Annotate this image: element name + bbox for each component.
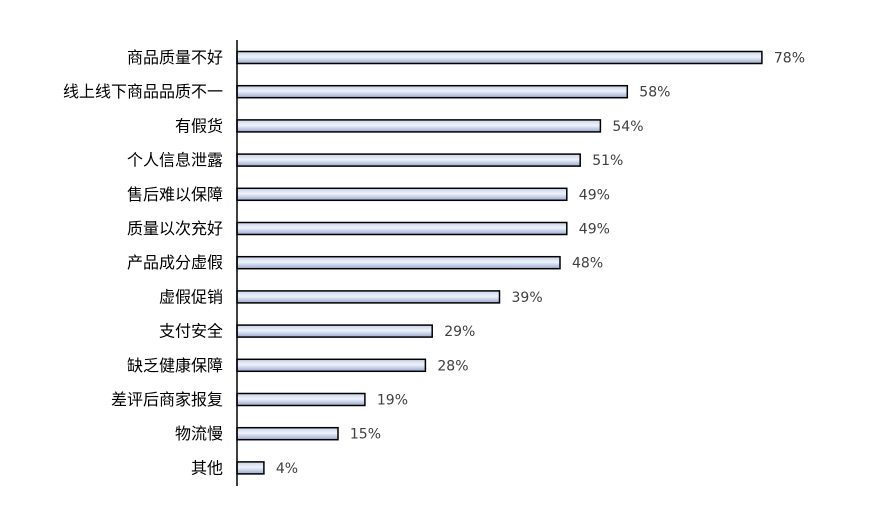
value-label: 54% bbox=[612, 119, 643, 135]
value-label: 15% bbox=[350, 427, 381, 443]
category-label: 有假货 bbox=[175, 116, 223, 135]
bar bbox=[236, 119, 602, 133]
value-label: 49% bbox=[579, 222, 610, 238]
bar bbox=[236, 84, 629, 99]
category-label: 个人信息泄露 bbox=[127, 151, 223, 170]
category-labels-group: 商品质量不好线上线下商品品质不一有假货个人信息泄露售后难以保障质量以次充好产品成… bbox=[63, 48, 223, 477]
category-label: 质量以次充好 bbox=[127, 219, 223, 238]
value-label: 28% bbox=[437, 358, 468, 374]
bars-group bbox=[236, 50, 763, 475]
value-label: 29% bbox=[444, 324, 475, 340]
category-label: 物流慢 bbox=[175, 424, 223, 443]
value-label: 48% bbox=[572, 256, 603, 272]
category-label: 售后难以保障 bbox=[127, 185, 223, 204]
category-label: 差评后商家报复 bbox=[111, 390, 223, 409]
value-label: 78% bbox=[774, 51, 805, 67]
bar bbox=[236, 187, 568, 202]
bar bbox=[236, 426, 339, 441]
bar bbox=[236, 50, 763, 65]
bar bbox=[236, 290, 501, 304]
value-label: 39% bbox=[512, 290, 543, 306]
category-label: 虚假促销 bbox=[159, 287, 223, 306]
value-label: 4% bbox=[276, 461, 298, 477]
bar bbox=[236, 392, 366, 407]
bar bbox=[236, 461, 265, 475]
value-labels-group: 78% 58% 54% 51% 49% 49% 48% 39% 29% 28% 19% 15% 4% bbox=[276, 51, 805, 477]
value-label: 58% bbox=[639, 85, 670, 101]
bar bbox=[236, 324, 433, 338]
bar bbox=[236, 255, 561, 270]
value-label: 49% bbox=[579, 187, 610, 203]
category-label: 支付安全 bbox=[159, 322, 223, 341]
category-label: 线上线下商品品质不一 bbox=[63, 82, 223, 101]
value-label: 51% bbox=[592, 153, 623, 169]
bar bbox=[236, 358, 427, 373]
bar bbox=[236, 153, 581, 167]
bar bbox=[236, 221, 568, 236]
category-label: 缺乏健康保障 bbox=[127, 356, 223, 375]
category-label: 商品质量不好 bbox=[127, 48, 223, 67]
category-label: 其他 bbox=[191, 458, 223, 477]
category-label: 产品成分虚假 bbox=[127, 253, 223, 272]
value-label: 19% bbox=[377, 393, 408, 409]
